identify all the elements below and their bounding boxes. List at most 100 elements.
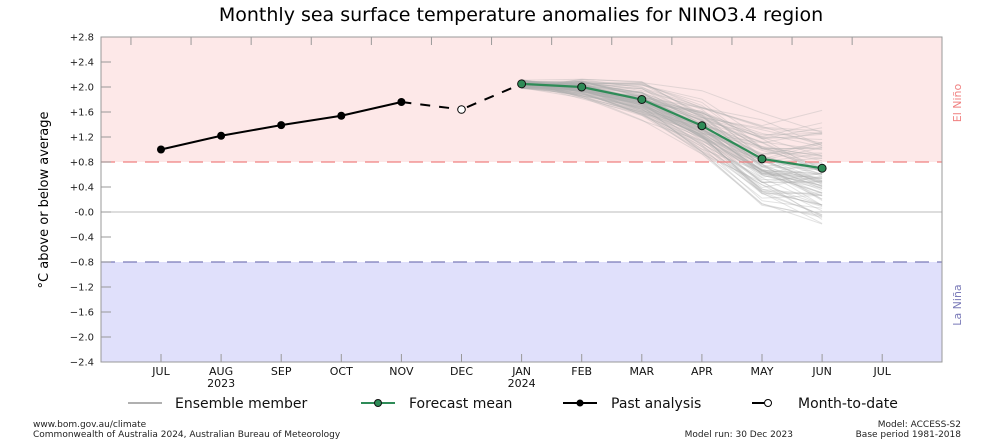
ensemble-member-line [521,80,823,148]
ensemble-member-line [521,81,823,158]
past-analysis-point [217,131,226,140]
past-legend-marker [576,399,584,407]
la-nina-band [101,262,942,362]
ensemble-member-line [521,87,823,140]
y-axis-label: °C above or below average [37,112,52,289]
la-nina-label: La Niña [951,284,964,325]
y-tick-label: −2.0 [70,333,94,344]
ensemble-member-line [521,78,823,150]
x-year-label: 2023 [207,377,235,390]
past-analysis-point [157,145,165,154]
ensemble-member-line [521,86,823,167]
ensemble-member-line [521,81,823,180]
ensemble-member-line [521,81,823,178]
ensemble-member-line [521,83,823,161]
ensemble-member-line [521,81,823,217]
y-tick-label: −0.4 [70,233,94,244]
ensemble-member-line [521,83,823,155]
x-tick-label: SEP [271,365,292,378]
ensemble-member-line [521,84,823,175]
forecast-mean-line [521,82,823,170]
forecast-mean-point [517,79,527,89]
ensemble-member-line [521,86,823,218]
forecast-mean-point [757,154,767,164]
y-tick-label: +2.4 [70,58,94,69]
x-tick-label: JUL [872,365,891,378]
ensemble-member-line [521,80,823,182]
x-tick-label: JAN [511,365,531,378]
ensemble-member-line [521,87,823,184]
ensemble-member-line [521,82,823,206]
ensemble-member-line [521,81,823,151]
forecast-mean-point [817,163,827,173]
y-tick-label: +0.8 [70,158,94,169]
ensemble-member-line [521,80,823,144]
ensemble-member-line [521,83,823,157]
x-tick-label: NOV [389,365,414,378]
ensemble-member-line [521,80,823,216]
y-tick-label: +1.2 [70,133,94,144]
series-group [157,79,827,173]
ensemble-member-line [521,83,823,216]
ensemble-member-line [521,85,823,206]
legend: Ensemble member Forecast mean Past analy… [128,396,898,412]
forecast-mean-point [577,82,587,92]
ensemble-member-line [521,87,823,179]
ensemble-member-line [521,80,823,183]
legend-past-analysis: Past analysis [563,396,701,412]
y-tick-label: −1.2 [70,283,94,294]
ensemble-member-line [521,83,823,185]
y-tick-label: -0.0 [74,208,94,219]
ensemble-member-line [521,81,823,206]
ensemble-member-line [521,88,823,189]
forecast-legend-marker [374,399,382,407]
past-analysis-point [397,98,406,106]
y-tick-label: −0.8 [70,258,94,269]
footer-url: www.bom.gov.au/climate [33,420,147,430]
ensemble-member-line [521,84,823,220]
forecast-mean-point [637,95,647,104]
ensemble-member-line [521,79,823,206]
footer-model-run: Model run: 30 Dec 2023 [685,430,793,440]
x-year-label: 2024 [508,377,536,390]
legend-label: Forecast mean [409,396,512,412]
ensemble-member-line [521,85,823,154]
ensemble-member-line [521,80,823,146]
ensemble-member-line [521,81,823,196]
ensemble-member-line [521,87,823,171]
ensemble-member-line [521,85,823,194]
legend-ensemble-member: Ensemble member [128,396,307,412]
ensemble-member-line [521,83,823,162]
y-axis: +2.8 +2.4 +2.0 +1.6 +1.2 +0.8 +0.4 -0.0 −0.4 −0.8… [70,33,111,369]
ensemble-member-line [521,80,823,157]
forecast-connector [461,82,522,111]
x-tick-label: OCT [330,365,353,378]
ensemble-member-line [521,80,823,134]
ensemble-member-line [521,85,823,212]
x-tick-label: MAR [629,365,654,378]
ensemble-member-line [521,87,823,200]
ensemble-member-line [521,83,823,175]
footer-model: Model: ACCESS-S2 [878,420,961,430]
month-to-date-point [457,105,466,114]
ensemble-member-line [521,82,823,182]
legend-label: Past analysis [611,396,701,412]
el-nino-band [101,37,942,162]
plot-area: +2.8 +2.4 +2.0 +1.6 +1.2 +0.8 +0.4 -0.0 −0.4 −0.8… [70,33,943,390]
ensemble-member-line [521,83,823,170]
past-analysis-point [277,121,286,130]
y-tick-label: −2.4 [70,358,94,369]
x-axis: JUL AUG SEP OCT NOV DEC JAN FEB MAR APR MAY JUN JUL 2… [130,37,892,390]
x-tick-label: MAY [751,365,774,378]
y-tick-label: −1.6 [70,308,94,319]
past-analysis-point [337,111,346,120]
ensemble-member-line [521,84,823,193]
y-tick-label: +1.6 [70,108,94,119]
ensemble-member-line [521,83,823,187]
ensemble-member-line [521,80,823,172]
ensemble-member-line [521,82,823,199]
ensemble-member-line [521,83,823,218]
ensemble-member-line [521,82,823,224]
ensemble-member-line [521,82,823,206]
